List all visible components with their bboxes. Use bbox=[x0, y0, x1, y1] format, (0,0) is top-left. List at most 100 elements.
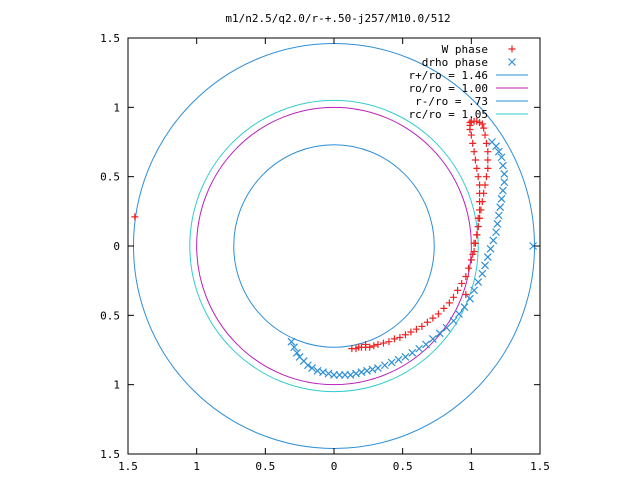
series-0-point bbox=[469, 250, 477, 258]
series-1-point bbox=[449, 316, 458, 325]
series-1-point bbox=[442, 323, 451, 332]
series-0-point bbox=[484, 164, 492, 172]
series-0-point bbox=[429, 314, 437, 322]
series-0-point bbox=[476, 214, 484, 222]
series-1-point bbox=[492, 228, 500, 237]
series-1-point bbox=[380, 361, 389, 370]
x-tick-label: 1 bbox=[193, 460, 200, 473]
series-0-point bbox=[412, 325, 420, 333]
series-0-point bbox=[385, 338, 393, 346]
series-0-point bbox=[484, 148, 492, 156]
series-1-point bbox=[474, 278, 483, 286]
series-1-point bbox=[494, 147, 503, 156]
legend-label: r+/ro = 1.46 bbox=[409, 69, 488, 82]
series-0-point bbox=[470, 239, 478, 247]
series-1-point bbox=[303, 361, 312, 370]
series-0-point bbox=[445, 299, 453, 307]
series-1-point bbox=[478, 269, 487, 278]
series-1-point bbox=[460, 303, 469, 311]
circle-3 bbox=[189, 99, 479, 393]
series-0-point bbox=[401, 331, 409, 339]
series-1-point bbox=[394, 355, 403, 364]
series-0-point bbox=[407, 328, 415, 336]
series-0-point bbox=[473, 164, 481, 172]
series-1-point bbox=[308, 364, 316, 372]
series-0-point bbox=[362, 340, 370, 348]
legend-label: drho phase bbox=[422, 56, 488, 69]
series-0-point bbox=[465, 264, 473, 272]
x-tick-label: 1.5 bbox=[530, 460, 550, 473]
series-1-point bbox=[497, 153, 506, 162]
circle-2 bbox=[233, 144, 435, 348]
series-1-point bbox=[387, 358, 396, 367]
series-0-point bbox=[470, 148, 478, 156]
series-0-point bbox=[482, 139, 490, 147]
legend-swatch bbox=[508, 58, 516, 66]
series-0-point bbox=[467, 256, 475, 264]
series-0-point bbox=[423, 318, 431, 326]
y-tick-label: 1 bbox=[113, 379, 120, 392]
series-1-point bbox=[455, 310, 463, 318]
series-0-point bbox=[440, 304, 448, 312]
series-0-point bbox=[366, 343, 374, 351]
x-tick-label: 0.5 bbox=[255, 460, 275, 473]
y-tick-label: 1.5 bbox=[100, 32, 120, 45]
axis-ticks: 1.5 1 0.5 0 0.5 1 1.51.510.500.511.5 bbox=[100, 32, 550, 473]
series-1-point bbox=[290, 343, 299, 352]
series-0-point bbox=[481, 131, 489, 139]
series-0-point bbox=[434, 310, 442, 318]
series-1-point bbox=[287, 337, 296, 346]
series-1-point bbox=[415, 344, 424, 353]
series-0 bbox=[131, 117, 492, 353]
x-tick-label: 0.5 bbox=[393, 460, 413, 473]
series-0-point bbox=[449, 293, 457, 301]
series-1-point bbox=[401, 353, 410, 361]
legend-label: rc/ro = 1.05 bbox=[409, 108, 488, 121]
series-0-point bbox=[462, 291, 470, 299]
series-1-point bbox=[428, 334, 437, 343]
y-tick-label: 0.5 bbox=[100, 171, 120, 184]
series-0-point bbox=[478, 198, 486, 206]
series-0-point bbox=[131, 213, 139, 221]
series-0-point bbox=[471, 156, 479, 164]
series-0-point bbox=[396, 334, 404, 342]
legend-label: W phase bbox=[442, 43, 488, 56]
series-1-point bbox=[470, 286, 479, 295]
series-1-point bbox=[435, 329, 444, 338]
series-0-point bbox=[480, 189, 488, 197]
series-0-point bbox=[469, 139, 477, 147]
x-tick-label: 1 bbox=[468, 460, 475, 473]
series-0-point bbox=[462, 273, 470, 281]
legend-label: ro/ro = 1.00 bbox=[409, 82, 488, 95]
series-0-point bbox=[454, 286, 462, 294]
chart-title: m1/n2.5/q2.0/r-+.50-j257/M10.0/512 bbox=[225, 12, 450, 25]
series-1-point bbox=[422, 340, 430, 349]
series-1-point bbox=[466, 294, 474, 303]
y-tick-label: 0.5 bbox=[100, 309, 120, 322]
series-1-point bbox=[500, 178, 509, 187]
series-1-point bbox=[496, 203, 505, 212]
series-1-point bbox=[493, 219, 502, 228]
series-1-point bbox=[500, 169, 509, 178]
series-0-point bbox=[418, 322, 426, 330]
series-1-point bbox=[292, 348, 301, 357]
series-0-point bbox=[467, 131, 475, 139]
y-tick-label: 1.5 bbox=[100, 448, 120, 461]
series-1-point bbox=[486, 244, 495, 253]
series-0-point bbox=[374, 340, 382, 348]
series-1-point bbox=[483, 253, 492, 262]
series-0-point bbox=[370, 342, 378, 350]
series-1-point bbox=[498, 161, 507, 170]
series-0-point bbox=[484, 156, 492, 164]
x-tick-label: 1.5 bbox=[118, 460, 138, 473]
legend-label: r-/ro = .73 bbox=[415, 95, 488, 108]
series-1-point bbox=[497, 194, 506, 203]
series-0-point bbox=[458, 279, 466, 287]
series-1 bbox=[287, 138, 538, 379]
x-tick-label: 0 bbox=[331, 460, 338, 473]
series-1-point bbox=[408, 348, 417, 357]
series-1-point bbox=[498, 186, 507, 195]
series-0-point bbox=[466, 119, 474, 127]
